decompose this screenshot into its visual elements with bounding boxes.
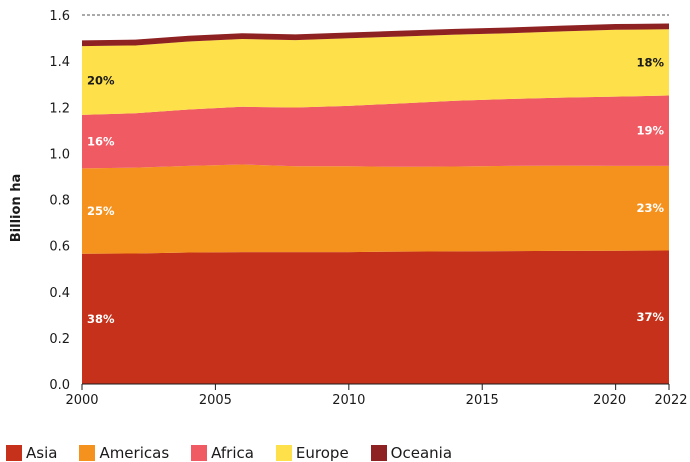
legend-swatch-asia <box>6 444 22 461</box>
x-tick-label: 2022 <box>654 393 687 408</box>
legend-label-europe: Europe <box>295 443 349 462</box>
y-tick-label: 0.8 <box>49 194 70 209</box>
legend-swatch-africa <box>191 444 208 461</box>
y-tick-label: 0.4 <box>49 286 70 301</box>
data-label-americas: 25% <box>87 204 115 218</box>
data-label-asia: 37% <box>636 310 664 324</box>
data-label-africa: 19% <box>636 124 664 138</box>
y-tick-label: 0.2 <box>49 332 70 347</box>
data-label-africa: 16% <box>87 135 115 149</box>
y-tick-label: 1.2 <box>49 101 70 116</box>
stacked-area-chart: 0.0 0.2 0.4 0.6 0.8 1.0 1.2 1.4 1.6 2000 2005 2010… <box>9 9 688 408</box>
area-americas <box>82 164 669 254</box>
data-label-europe: 18% <box>636 55 664 69</box>
legend-label-oceania: Oceania <box>390 443 453 462</box>
legend-item-oceania: Oceania <box>370 443 453 462</box>
y-tick-label: 1.4 <box>49 55 70 70</box>
data-label-europe: 20% <box>87 73 115 87</box>
area-africa <box>82 95 669 169</box>
x-tick-label: 2020 <box>593 393 626 408</box>
legend-swatch-oceania <box>370 444 387 461</box>
area-europe <box>82 29 669 115</box>
area-oceania <box>82 23 669 47</box>
legend-item-africa: Africa <box>191 444 254 462</box>
y-tick-label: 1.0 <box>49 147 70 162</box>
legend-label-americas: Americas <box>99 443 170 462</box>
data-labels: 38% 25% 16% 20% 37% 23% 19% 18% <box>87 55 664 325</box>
y-axis-title: Billion ha <box>9 174 24 242</box>
legend-item-asia: Asia <box>6 444 57 462</box>
x-axis-ticks: 2000 2005 2010 2015 2020 2022 <box>65 384 688 408</box>
x-tick-label: 2005 <box>199 393 232 408</box>
legend-item-europe: Europe <box>275 443 349 462</box>
area-asia <box>82 250 669 384</box>
x-tick-label: 2000 <box>65 393 98 408</box>
legend-swatch-americas <box>79 444 96 461</box>
legend-label-africa: Africa <box>211 443 254 462</box>
y-tick-label: 0.0 <box>49 378 70 393</box>
data-label-asia: 38% <box>87 312 115 326</box>
data-label-americas: 23% <box>636 201 664 215</box>
legend: Asia Americas Africa Europe Oceania <box>6 443 474 462</box>
legend-item-americas: Americas <box>79 444 169 462</box>
y-tick-label: 0.6 <box>49 240 70 255</box>
legend-label-asia: Asia <box>26 443 58 462</box>
x-tick-label: 2015 <box>466 393 499 408</box>
area-series-group <box>82 23 669 384</box>
legend-swatch-europe <box>275 444 292 461</box>
x-tick-label: 2010 <box>332 393 365 408</box>
y-axis-ticks: 0.0 0.2 0.4 0.6 0.8 1.0 1.2 1.4 1.6 <box>49 9 70 393</box>
y-tick-label: 1.6 <box>49 9 70 24</box>
